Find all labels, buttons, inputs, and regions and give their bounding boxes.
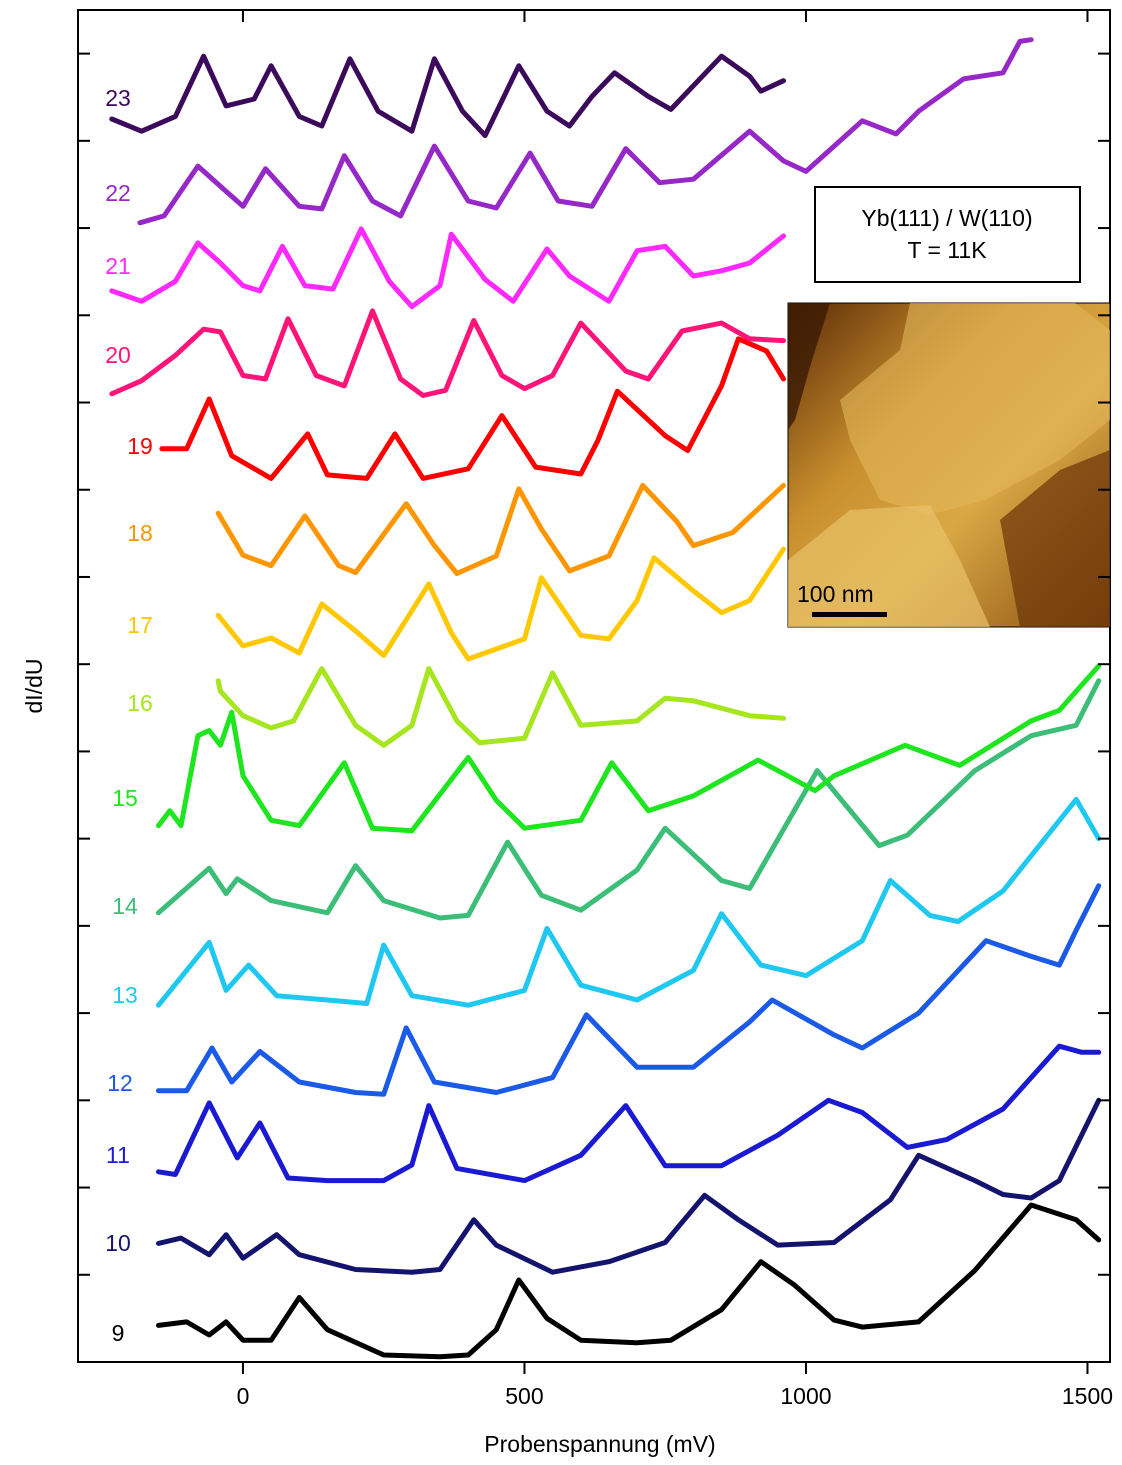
series-line [218,669,783,746]
series-label: 22 [105,180,131,206]
series-label: 15 [112,785,138,811]
chart: Probenspannung (mV) dI/dU Yb(111) / W(11… [0,0,1122,1465]
series-label: 18 [127,520,153,546]
inset-scale-label: 100 nm [797,581,874,607]
series-line [159,666,1099,831]
series-label: 9 [112,1320,125,1346]
series-label: 19 [127,433,153,459]
y-axis-label: dI/dU [21,659,47,714]
series-label: 20 [105,342,131,368]
series-label: 14 [112,893,138,919]
annotation: T = 11K [907,237,987,263]
series-label: 12 [107,1070,133,1096]
series-label: 10 [105,1230,131,1256]
x-tick-label: 500 [505,1383,543,1409]
series-line [162,339,784,479]
annotation-box [815,187,1080,282]
series-label: 13 [112,982,138,1008]
series-line [112,229,784,307]
series-line [159,1100,1099,1272]
series-label: 17 [127,612,153,638]
series-line [159,886,1099,1094]
series-line [218,549,783,659]
series-label: 16 [127,690,153,716]
series-label: 11 [106,1142,130,1168]
inset-image: 100 nm [788,303,1110,627]
series-label: 23 [105,85,131,111]
x-axis-label: Probenspannung (mV) [484,1431,715,1457]
series-line [218,485,783,573]
series-line [159,1046,1099,1180]
x-tick-label: 1500 [1062,1383,1113,1409]
scale-bar [812,612,887,617]
series-label: 21 [105,253,131,279]
series-line [112,311,784,396]
series-line [159,1205,1099,1357]
x-tick-label: 1000 [780,1383,831,1409]
series-line [159,681,1099,918]
annotation: Yb(111) / W(110) [861,205,1032,231]
series-line [112,56,784,135]
x-tick-label: 0 [237,1383,250,1409]
